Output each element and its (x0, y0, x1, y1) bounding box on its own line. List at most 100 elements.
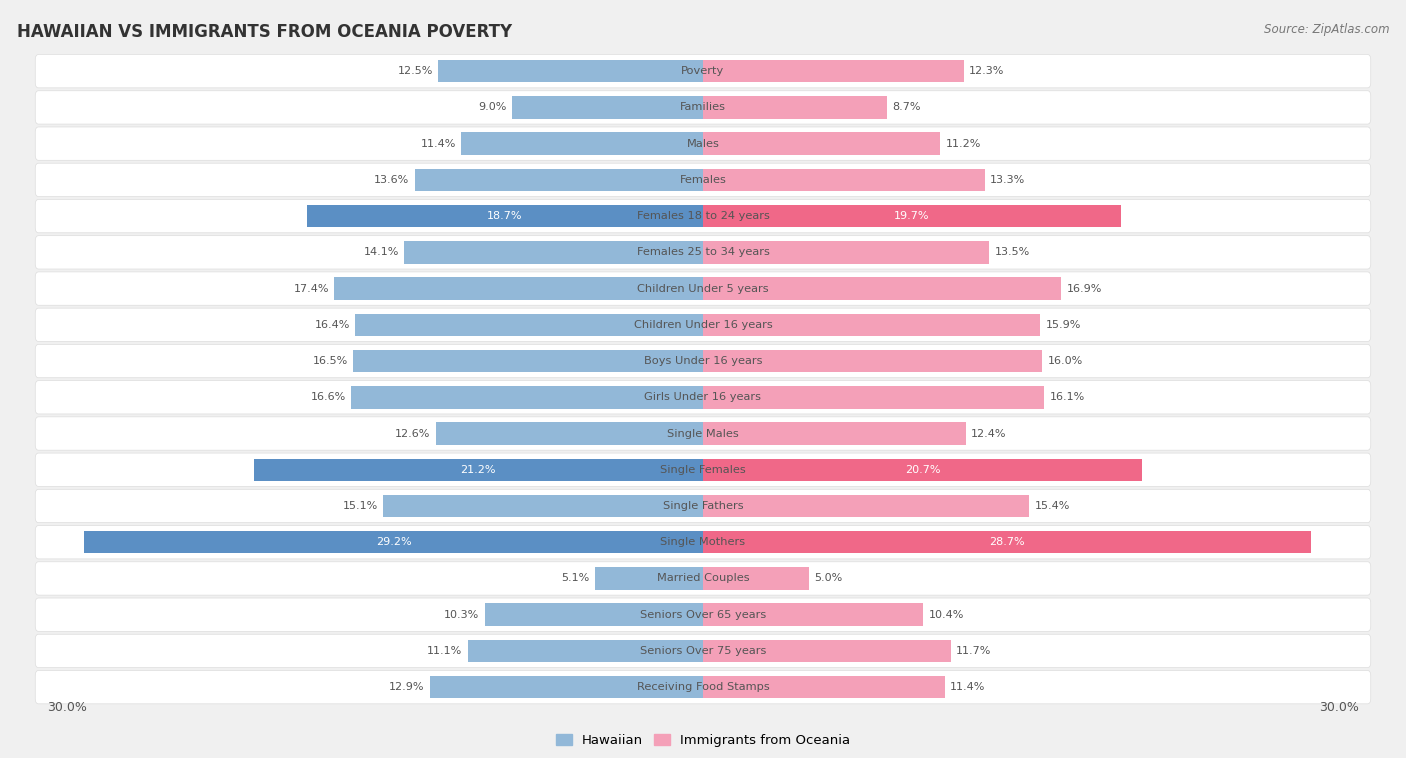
Text: 12.6%: 12.6% (395, 428, 430, 439)
Text: 21.2%: 21.2% (461, 465, 496, 475)
Bar (335, 277, 703, 300)
Text: Families: Families (681, 102, 725, 112)
Bar (703, 60, 963, 83)
Bar (703, 640, 950, 662)
Bar (703, 96, 887, 119)
Bar (703, 603, 924, 626)
FancyBboxPatch shape (35, 417, 1371, 450)
Bar (703, 314, 1040, 336)
Text: 11.4%: 11.4% (950, 682, 986, 692)
Bar (703, 531, 1312, 553)
Text: 13.6%: 13.6% (374, 175, 409, 185)
Text: Single Mothers: Single Mothers (661, 537, 745, 547)
Text: 10.3%: 10.3% (444, 609, 479, 620)
Bar (703, 676, 945, 698)
Text: Married Couples: Married Couples (657, 574, 749, 584)
Bar (353, 350, 703, 372)
Bar (436, 422, 703, 445)
Text: 5.1%: 5.1% (561, 574, 589, 584)
Bar (703, 205, 1121, 227)
Text: 16.0%: 16.0% (1047, 356, 1083, 366)
Text: 9.0%: 9.0% (478, 102, 508, 112)
FancyBboxPatch shape (35, 562, 1371, 595)
Text: 16.5%: 16.5% (312, 356, 347, 366)
Bar (703, 459, 1142, 481)
Bar (595, 567, 703, 590)
Text: Females 18 to 24 years: Females 18 to 24 years (637, 211, 769, 221)
Bar (703, 386, 1045, 409)
Bar (352, 386, 703, 409)
FancyBboxPatch shape (35, 55, 1371, 88)
Text: 14.1%: 14.1% (363, 247, 399, 258)
FancyBboxPatch shape (35, 381, 1371, 414)
Text: 5.0%: 5.0% (814, 574, 842, 584)
Text: 28.7%: 28.7% (990, 537, 1025, 547)
Text: 30.0%: 30.0% (48, 700, 87, 713)
Text: 18.7%: 18.7% (486, 211, 523, 221)
Text: 19.7%: 19.7% (894, 211, 929, 221)
Text: 8.7%: 8.7% (893, 102, 921, 112)
Text: Poverty: Poverty (682, 66, 724, 76)
Bar (84, 531, 703, 553)
Text: 12.3%: 12.3% (969, 66, 1004, 76)
Text: 11.1%: 11.1% (427, 646, 463, 656)
Bar (512, 96, 703, 119)
Text: Source: ZipAtlas.com: Source: ZipAtlas.com (1264, 23, 1389, 36)
Text: 15.1%: 15.1% (342, 501, 378, 511)
Bar (307, 205, 703, 227)
Bar (356, 314, 703, 336)
Text: 11.2%: 11.2% (946, 139, 981, 149)
Text: 20.7%: 20.7% (904, 465, 941, 475)
FancyBboxPatch shape (35, 272, 1371, 305)
Text: 12.5%: 12.5% (398, 66, 433, 76)
FancyBboxPatch shape (35, 490, 1371, 523)
Text: Receiving Food Stamps: Receiving Food Stamps (637, 682, 769, 692)
Bar (415, 168, 703, 191)
FancyBboxPatch shape (35, 236, 1371, 269)
Text: 30.0%: 30.0% (1319, 700, 1358, 713)
FancyBboxPatch shape (35, 671, 1371, 704)
Bar (382, 495, 703, 517)
Bar (461, 133, 703, 155)
Bar (703, 168, 986, 191)
Text: 15.9%: 15.9% (1045, 320, 1081, 330)
Text: Single Fathers: Single Fathers (662, 501, 744, 511)
Text: Single Males: Single Males (666, 428, 740, 439)
Bar (439, 60, 703, 83)
Text: Girls Under 16 years: Girls Under 16 years (644, 393, 762, 402)
Text: 17.4%: 17.4% (294, 283, 329, 293)
Text: Single Females: Single Females (661, 465, 745, 475)
Text: 29.2%: 29.2% (375, 537, 412, 547)
FancyBboxPatch shape (35, 634, 1371, 668)
Bar (703, 277, 1062, 300)
Text: 16.1%: 16.1% (1050, 393, 1085, 402)
Bar (485, 603, 703, 626)
Bar (703, 422, 966, 445)
Legend: Hawaiian, Immigrants from Oceania: Hawaiian, Immigrants from Oceania (550, 728, 856, 752)
Text: 13.3%: 13.3% (990, 175, 1025, 185)
Bar (253, 459, 703, 481)
Text: 12.9%: 12.9% (388, 682, 425, 692)
Text: Children Under 5 years: Children Under 5 years (637, 283, 769, 293)
Text: 11.7%: 11.7% (956, 646, 991, 656)
Bar (703, 495, 1029, 517)
Bar (703, 133, 941, 155)
Text: Boys Under 16 years: Boys Under 16 years (644, 356, 762, 366)
Text: Seniors Over 75 years: Seniors Over 75 years (640, 646, 766, 656)
FancyBboxPatch shape (35, 91, 1371, 124)
Text: Females 25 to 34 years: Females 25 to 34 years (637, 247, 769, 258)
Text: Children Under 16 years: Children Under 16 years (634, 320, 772, 330)
Bar (703, 567, 808, 590)
Text: Males: Males (686, 139, 720, 149)
Text: 13.5%: 13.5% (994, 247, 1029, 258)
Text: 10.4%: 10.4% (929, 609, 965, 620)
FancyBboxPatch shape (35, 163, 1371, 196)
Bar (703, 350, 1042, 372)
Text: 11.4%: 11.4% (420, 139, 456, 149)
Bar (468, 640, 703, 662)
Bar (703, 241, 990, 264)
Text: 16.6%: 16.6% (311, 393, 346, 402)
Text: 15.4%: 15.4% (1035, 501, 1070, 511)
Text: 16.4%: 16.4% (315, 320, 350, 330)
FancyBboxPatch shape (35, 525, 1371, 559)
